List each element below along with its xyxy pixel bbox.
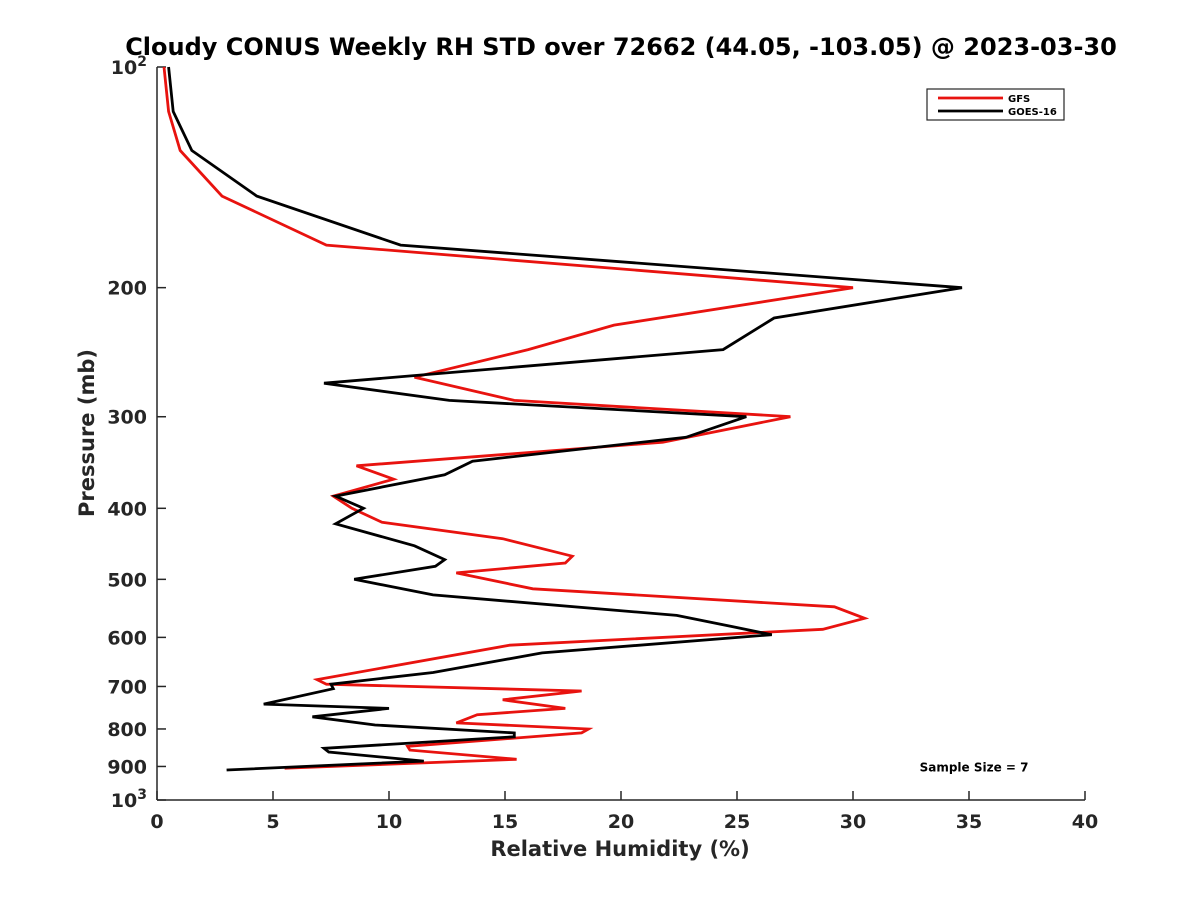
x-tick-label: 40 [1072, 811, 1098, 833]
plot-axes: 0 5 10 15 20 25 30 35 40 102 200 300 400 500 600 700 800… [107, 54, 1098, 833]
x-tick-label: 10 [376, 811, 402, 833]
sample-size-note: Sample Size = 7 [920, 760, 1029, 774]
y-tick-label: 103 [111, 787, 147, 812]
x-tick-label: 25 [724, 811, 750, 833]
legend-label: GFS [1008, 94, 1030, 105]
x-tick-label: 5 [266, 811, 279, 833]
y-tick-label: 700 [107, 676, 147, 698]
legend-label: GOES-16 [1008, 107, 1057, 118]
x-tick-label: 30 [840, 811, 866, 833]
x-tick-label: 20 [608, 811, 634, 833]
y-tick-label: 500 [107, 569, 147, 591]
y-tick-label: 102 [111, 54, 147, 79]
x-tick-label: 0 [150, 811, 163, 833]
legend-box [926, 88, 1065, 121]
series-lines [162, 66, 963, 772]
y-tick-label: 400 [107, 498, 147, 520]
chart-title: Cloudy CONUS Weekly RH STD over 72662 (4… [125, 33, 1117, 61]
series-line-goes-16 [167, 66, 963, 772]
series-line-gfs [162, 66, 870, 770]
y-tick-label: 600 [107, 627, 147, 649]
x-tick-label: 15 [492, 811, 518, 833]
x-axis-label: Relative Humidity (%) [490, 837, 749, 861]
y-tick-label: 900 [107, 756, 147, 778]
y-tick-label: 300 [107, 407, 147, 429]
y-axis-label: Pressure (mb) [75, 349, 99, 517]
y-tick-label: 800 [107, 719, 147, 741]
y-tick-label: 200 [107, 278, 147, 300]
legend: GFS GOES-16 [926, 88, 1065, 121]
x-tick-label: 35 [956, 811, 982, 833]
